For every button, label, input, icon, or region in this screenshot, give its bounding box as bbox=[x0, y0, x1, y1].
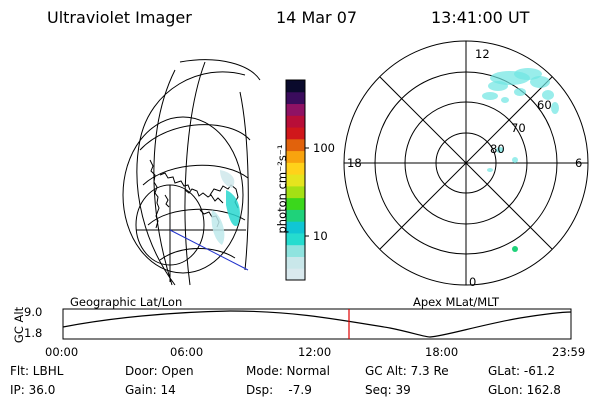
colorbar-cell bbox=[286, 162, 305, 175]
polar-aurora-patches bbox=[482, 68, 559, 252]
strip-left-title: Geographic Lat/Lon bbox=[70, 295, 183, 309]
aurora-patch bbox=[488, 81, 508, 91]
strip-xtick-2: 12:00 bbox=[298, 345, 332, 359]
strip-xtick-1: 06:00 bbox=[170, 345, 204, 359]
info-mode: Mode: Normal bbox=[246, 364, 330, 378]
strip-right-title: Apex MLat/MLT bbox=[413, 295, 500, 309]
strip-xtick-3: 18:00 bbox=[425, 345, 459, 359]
info-ip: IP: 36.0 bbox=[10, 383, 56, 397]
aurora-patch bbox=[530, 76, 550, 88]
strip-xtick-4: 23:59 bbox=[552, 345, 586, 359]
strip-ytick-bottom: 1.8 bbox=[24, 326, 43, 340]
meridian-3 bbox=[239, 91, 249, 271]
aurora-patch bbox=[501, 97, 509, 103]
polar-lat-70: 70 bbox=[511, 121, 526, 135]
colorbar-cell bbox=[286, 232, 305, 246]
colorbar-cell bbox=[286, 197, 305, 210]
info-gcalt: GC Alt: 7.3 Re bbox=[365, 364, 449, 378]
colorbar-cell bbox=[286, 185, 305, 199]
globe-mid-circle bbox=[122, 116, 244, 274]
colorbar-cell bbox=[286, 174, 305, 187]
aurora-patch bbox=[514, 88, 526, 96]
polar-lat-60: 60 bbox=[537, 98, 552, 112]
colorbar-tick-100: 100 bbox=[313, 141, 335, 155]
colorbar-cell bbox=[286, 138, 305, 152]
polar-mlt-right: 6 bbox=[575, 156, 583, 170]
polar-mlt-left: 18 bbox=[347, 156, 362, 170]
colorbar-cell bbox=[286, 268, 305, 281]
aurora-patch bbox=[542, 90, 554, 100]
polar-mlt-bottom: 0 bbox=[469, 275, 477, 289]
aurora-patch bbox=[482, 92, 498, 100]
colorbar-cell bbox=[286, 127, 305, 140]
info-glat: GLat: -61.2 bbox=[488, 364, 555, 378]
aurora-patch bbox=[512, 157, 518, 163]
colorbar-cell bbox=[286, 80, 305, 93]
info-gain: Gain: 14 bbox=[125, 383, 176, 397]
colorbar-tick-10: 10 bbox=[313, 229, 328, 243]
colorbar-cell bbox=[286, 256, 305, 269]
info-door: Door: Open bbox=[125, 364, 194, 378]
aurora-patch bbox=[496, 147, 504, 153]
polar-diagonal-2 bbox=[379, 76, 553, 250]
sun-direction-line bbox=[169, 229, 249, 271]
polar-mlt-top: 12 bbox=[475, 47, 490, 61]
meridian-1 bbox=[153, 69, 176, 286]
info-flt: Flt: LBHL bbox=[10, 364, 64, 378]
date-label: 14 Mar 07 bbox=[276, 8, 358, 27]
colorbar-cell bbox=[286, 150, 305, 163]
altitude-curve bbox=[62, 310, 572, 338]
aurora-spot bbox=[512, 246, 518, 252]
colorbar-cell bbox=[286, 244, 305, 257]
colorbar-cell bbox=[286, 115, 305, 128]
time-label: 13:41:00 UT bbox=[431, 8, 530, 27]
meridian-2 bbox=[184, 61, 206, 286]
colorbar-cell bbox=[286, 91, 305, 105]
info-seq: Seq: 39 bbox=[365, 383, 411, 397]
parallel-2 bbox=[142, 164, 249, 186]
colorbar-cell bbox=[286, 209, 305, 222]
parallel-1 bbox=[139, 124, 251, 151]
info-dsp: Dsp: -7.9 bbox=[246, 383, 312, 397]
globe-aurora bbox=[211, 170, 240, 245]
colorbar-cell bbox=[286, 221, 305, 234]
globe-outer-arc bbox=[179, 59, 261, 81]
aurora-patch bbox=[551, 102, 559, 114]
instrument-title: Ultraviolet Imager bbox=[47, 8, 192, 27]
polar-lat-80: 80 bbox=[490, 142, 505, 156]
colorbar-cell bbox=[286, 103, 305, 116]
aurora-patch bbox=[487, 168, 493, 172]
info-glon: GLon: 162.8 bbox=[488, 383, 561, 397]
strip-ytick-top: 9.0 bbox=[24, 305, 43, 319]
strip-xtick-0: 00:00 bbox=[45, 345, 79, 359]
